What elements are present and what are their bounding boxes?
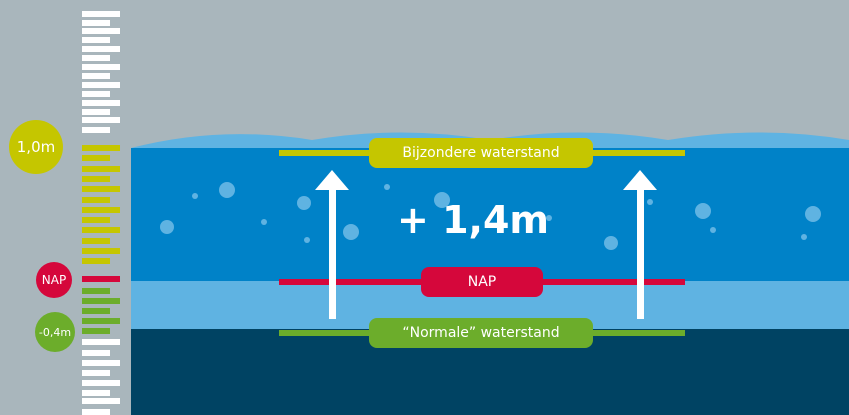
nap-level-label: NAP [421, 267, 543, 297]
bubble [160, 220, 174, 234]
scale-label-bottom: -0,4m [35, 312, 75, 352]
bubble [695, 203, 711, 219]
bubble [801, 234, 807, 240]
scale-mark [82, 64, 120, 70]
scale-label-nap-text: NAP [41, 273, 67, 287]
bubble [261, 219, 267, 225]
scale-mark [82, 380, 120, 386]
scale-mark [82, 370, 110, 376]
scale-mark [82, 258, 110, 264]
scale-mark [82, 176, 110, 182]
bubble [297, 196, 311, 210]
scale-mark [82, 145, 120, 151]
scale-mark [82, 409, 110, 415]
bubble [304, 237, 310, 243]
scale-mark [82, 328, 110, 334]
scale-mark [82, 298, 120, 304]
scale-label-nap: NAP [36, 262, 72, 298]
scale-label-top: 1,0m [9, 120, 63, 174]
nap-level-text: NAP [467, 274, 497, 290]
scale-mark [82, 166, 120, 172]
scale-mark [82, 398, 120, 404]
bubble [434, 192, 450, 208]
scale-mark [82, 11, 120, 17]
bubble [343, 224, 359, 240]
scale-mark [82, 390, 110, 396]
level-difference: + 1,4m [397, 198, 549, 242]
scale-mark [82, 20, 110, 26]
scale-label-top-text: 1,0m [16, 138, 56, 156]
scale-mark [82, 360, 120, 366]
scale-mark [82, 350, 110, 356]
scale-mark [82, 91, 110, 97]
scale-mark [82, 37, 110, 43]
scale-mark [82, 117, 120, 123]
scale-mark [82, 186, 120, 192]
bubble [384, 184, 390, 190]
scale-mark [82, 339, 120, 345]
normal-level-label: “Normale” waterstand [369, 318, 593, 348]
scale-mark [82, 155, 110, 161]
scale-mark [82, 227, 120, 233]
scale-label-bottom-text: -0,4m [38, 325, 72, 339]
scale-mark [82, 217, 110, 223]
bubble [710, 227, 716, 233]
scale-mark [82, 82, 120, 88]
scale-mark [82, 55, 110, 61]
scale-mark [82, 276, 120, 282]
bubble [192, 193, 198, 199]
arrow-up-icon-shaft [329, 187, 336, 319]
arrow-up-icon-shaft [637, 187, 644, 319]
bubble [546, 215, 552, 221]
scale-mark [82, 109, 110, 115]
arrow-up-icon [315, 170, 349, 190]
bubble [604, 236, 618, 250]
arrow-up-icon [623, 170, 657, 190]
bubble [219, 182, 235, 198]
scale-mark [82, 197, 110, 203]
high-water-band [131, 148, 849, 281]
scale-mark [82, 46, 120, 52]
bubble [647, 199, 653, 205]
scale-mark [82, 28, 120, 34]
scale-mark [82, 248, 120, 254]
scale-mark [82, 238, 110, 244]
scale-mark [82, 288, 110, 294]
scale-mark [82, 127, 110, 133]
special-level-label: Bijzondere waterstand [369, 138, 593, 168]
scale-mark [82, 73, 110, 79]
scale-mark [82, 207, 120, 213]
normal-level-text: “Normale” waterstand [402, 325, 560, 341]
scale-mark [82, 308, 110, 314]
scale-mark [82, 100, 120, 106]
special-level-text: Bijzondere waterstand [402, 145, 560, 161]
scale-mark [82, 318, 120, 324]
bubble [805, 206, 821, 222]
